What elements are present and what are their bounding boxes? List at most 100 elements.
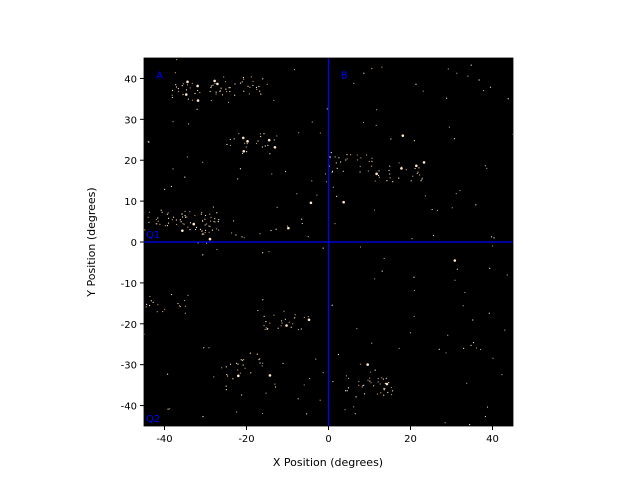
x-tick-label: 40 [486,434,499,445]
star [240,359,242,361]
y-axis-label: Y Position (degrees) [85,187,98,297]
star [358,380,360,383]
star [235,362,238,364]
annotation: A [156,70,163,81]
star [261,365,263,367]
star [232,378,234,380]
star [489,267,491,269]
star [412,175,414,177]
star [241,236,243,238]
star [277,327,279,329]
star [187,98,189,100]
star [170,293,173,296]
star [208,231,210,233]
star [374,278,376,280]
star [463,347,465,349]
star [255,86,258,88]
star [319,399,321,401]
star [377,377,379,380]
star [164,225,166,227]
star [479,348,482,351]
star [301,222,303,225]
star [334,223,336,225]
star [378,170,380,172]
star [311,121,313,123]
star [200,213,202,215]
star [368,160,370,163]
x-tick-label: -20 [238,434,254,445]
star [250,372,252,374]
star [456,268,458,270]
star [273,99,275,102]
star [445,97,448,99]
star [316,194,318,196]
star [234,94,236,96]
star [203,347,205,349]
star [507,98,509,100]
star [281,322,283,324]
star [436,209,439,212]
star [247,85,249,87]
star [194,228,197,231]
star [303,316,305,318]
star [259,90,261,92]
star [252,84,254,87]
star [246,140,249,143]
star [194,214,196,217]
star [241,81,243,83]
star [271,173,273,175]
star [209,213,211,215]
star [300,328,302,330]
star [220,87,222,89]
star [486,406,489,408]
star [322,372,324,374]
star [447,334,449,336]
star [196,99,200,102]
star [148,304,151,307]
star [388,381,390,384]
star [157,304,159,306]
star [287,226,290,230]
star [225,91,228,93]
star [164,308,166,310]
star [370,165,373,167]
star [411,238,413,240]
star [371,160,373,163]
star [204,214,207,217]
star [438,348,440,350]
star [213,79,216,83]
star [157,217,159,219]
star [259,133,261,135]
star [194,92,196,95]
star [171,219,173,221]
star [292,323,294,325]
star [415,164,418,168]
star [239,168,242,170]
star [234,83,236,85]
star [419,174,421,176]
star [268,374,272,377]
y-tick-label: 40 [124,74,137,85]
star [262,362,264,364]
star [236,411,238,413]
star [307,316,309,318]
star [262,252,264,254]
star [506,274,508,276]
y-tick-label: 10 [124,197,137,208]
star [274,383,276,385]
star [186,216,188,218]
star [256,88,258,90]
star [266,83,268,85]
star [377,174,380,177]
star [350,154,352,156]
star [492,357,494,359]
star [264,328,266,331]
star [356,159,359,161]
star [335,162,337,164]
star [264,145,266,147]
star [229,363,232,365]
star [205,242,208,244]
star [241,152,244,154]
star [243,237,245,239]
star [261,146,263,148]
